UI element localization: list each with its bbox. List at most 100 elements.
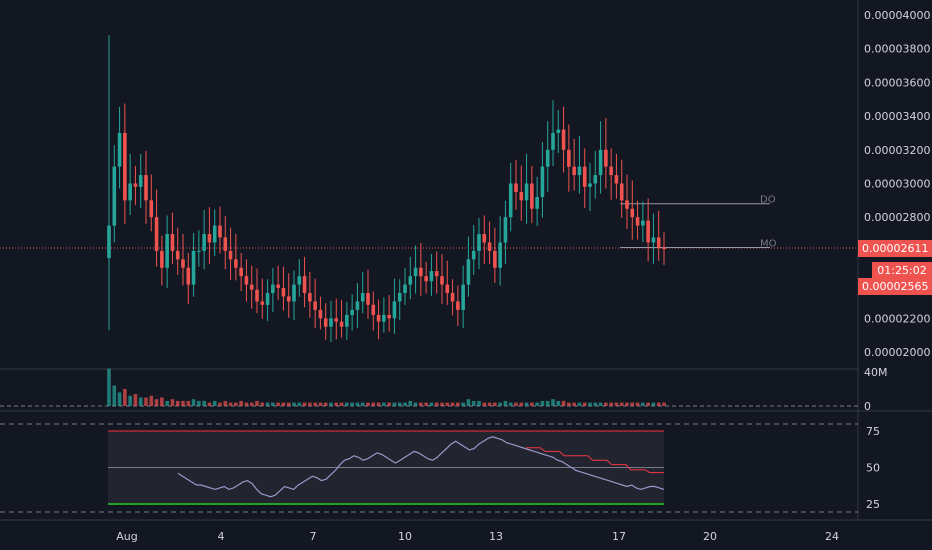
candle-body <box>609 166 613 176</box>
candle-body <box>170 234 175 251</box>
volume-bar <box>641 402 645 406</box>
volume-bar <box>329 402 333 406</box>
volume-bar <box>345 402 349 406</box>
candle-body <box>366 293 370 305</box>
candle-body <box>144 175 148 201</box>
volume-bar <box>656 402 661 406</box>
candles <box>107 35 666 342</box>
candle-body <box>519 191 524 201</box>
volume-bar <box>234 402 238 406</box>
candle-body <box>265 293 270 305</box>
volume-bar <box>662 402 666 406</box>
candle-body <box>582 166 587 187</box>
date-axis: Aug 4 7 10 13 17 20 24 <box>116 530 839 543</box>
candle-body <box>445 284 450 294</box>
candle-body <box>360 293 365 302</box>
candle-body <box>651 237 656 243</box>
candle-body <box>477 234 481 251</box>
volume-bar <box>313 402 317 406</box>
candle-body <box>403 284 407 294</box>
volume-bar <box>392 402 397 406</box>
price-axis: 0.00004000 0.00003800 0.00003600 0.00003400… <box>864 9 930 359</box>
date-tick-label: 10 <box>398 530 412 543</box>
candle-body <box>239 267 243 277</box>
candle-body <box>572 166 576 176</box>
candle-body <box>350 309 354 315</box>
volume-bar <box>403 402 407 406</box>
candle-body <box>382 314 386 322</box>
candle-body <box>165 234 169 268</box>
low-price-tag: 0.00002565 <box>858 278 932 295</box>
candle-body <box>249 284 254 290</box>
candle-body <box>329 318 333 327</box>
price-tick-label: 0.00002200 <box>864 312 930 325</box>
candle-body <box>498 242 502 268</box>
price-tick-label: 0.00003000 <box>864 178 930 191</box>
volume-bar <box>477 400 481 406</box>
volume-top-label: 40M <box>864 366 888 379</box>
volume-bar <box>112 385 117 406</box>
price-tick-label: 0.00003800 <box>864 43 930 56</box>
volume-bar <box>614 402 619 406</box>
candle-body <box>641 220 645 226</box>
candle-body <box>493 250 497 268</box>
candle-body <box>313 301 317 310</box>
candle-body <box>646 220 650 243</box>
volume-bar <box>577 402 582 406</box>
price-tick-label: 0.00002000 <box>864 346 930 359</box>
volume-bar <box>625 402 629 406</box>
price-tick-label: 0.00004000 <box>864 9 930 22</box>
volume-bar <box>530 402 534 406</box>
candle-body <box>345 314 349 327</box>
volume-bar <box>598 402 603 406</box>
volume-bar <box>170 399 175 406</box>
candle-body <box>535 196 539 209</box>
volume-bar <box>107 368 111 406</box>
volume-bar <box>408 400 413 406</box>
candle-body <box>207 234 212 243</box>
volume-bar <box>181 400 185 406</box>
volume-bar <box>450 402 455 406</box>
candle-body <box>656 237 661 248</box>
rsi-signal-line <box>526 447 664 474</box>
volume-bar <box>218 402 222 406</box>
volume-bar <box>175 400 180 406</box>
candle-body <box>471 250 476 260</box>
volume-bar <box>514 402 518 406</box>
volume-bar <box>323 402 328 406</box>
volume-bar <box>334 402 339 406</box>
candle-body <box>260 301 265 305</box>
volume-bar <box>292 402 296 406</box>
volume-bar <box>498 402 502 406</box>
volume-bar <box>249 402 254 406</box>
price-tick-label: 0.00003200 <box>864 144 930 157</box>
volume-bar <box>471 400 476 406</box>
volume-bar <box>350 402 354 406</box>
volume-bar <box>540 400 545 406</box>
volume-bar <box>276 402 280 406</box>
volume-bar <box>519 402 524 406</box>
volume-bar <box>366 402 370 406</box>
volume-bar <box>339 402 344 406</box>
candle-body <box>524 183 529 201</box>
rsi-axis: 75 50 25 <box>866 425 880 511</box>
candle-body <box>302 276 307 294</box>
rsi-line <box>177 436 665 498</box>
candle-body <box>223 237 228 251</box>
candle-body <box>376 314 381 322</box>
candle-body <box>286 296 291 302</box>
volume-bar <box>567 402 571 406</box>
candle-body <box>308 293 312 302</box>
rsi-tick-label: 75 <box>866 425 880 438</box>
candle-body <box>424 276 428 282</box>
volume-bar <box>503 400 508 406</box>
candle-body <box>175 250 180 260</box>
date-tick-label: Aug <box>116 530 137 543</box>
volume-bar <box>260 402 265 406</box>
volume-bar <box>419 402 423 406</box>
volume-bar <box>456 402 460 406</box>
candle-body <box>487 242 492 251</box>
candle-body <box>514 183 518 192</box>
volume-bar <box>609 402 613 406</box>
